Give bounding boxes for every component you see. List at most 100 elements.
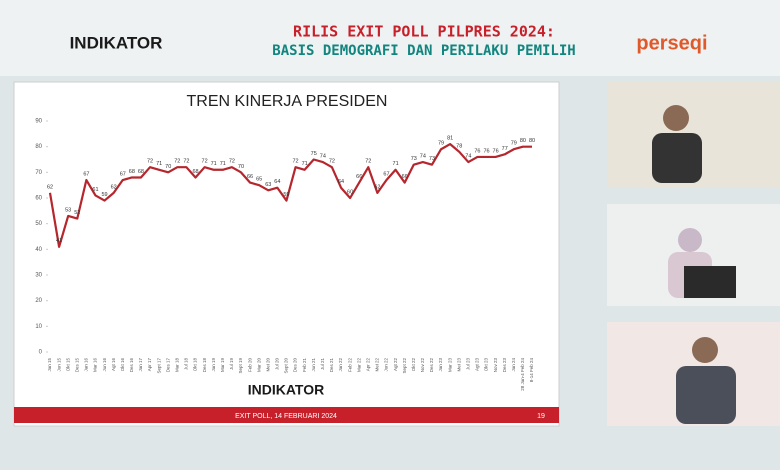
y-tick-label: 60: [35, 196, 42, 202]
x-tick-label: Jun 22: [384, 358, 389, 372]
x-tick-label: Okt 22: [411, 358, 416, 372]
person: [676, 366, 736, 424]
data-label: 63: [265, 182, 271, 188]
data-label: 53: [65, 207, 71, 213]
x-tick-label: Apr 22: [365, 358, 370, 372]
person: [663, 105, 689, 131]
x-tick-label: Jan 19: [211, 358, 216, 372]
data-label: 65: [256, 177, 262, 183]
y-tick-label: 30: [35, 273, 42, 279]
logo-left: INDIKATOR: [70, 33, 163, 52]
x-tick-label: Des 18: [202, 358, 207, 373]
data-label: 64: [274, 179, 280, 185]
data-label: 59: [102, 192, 108, 198]
x-tick-label: Sept 20: [284, 358, 289, 374]
x-tick-label: Des 15: [74, 358, 79, 373]
x-tick-label: Jan 24: [511, 358, 516, 372]
header-subtitle: BASIS DEMOGRAFI DAN PERILAKU PEMILIH: [272, 43, 575, 59]
x-tick-label: Jul 19: [229, 358, 234, 371]
data-label: 71: [156, 161, 162, 167]
data-label: 72: [365, 159, 371, 165]
data-label: 64: [338, 179, 344, 185]
data-label: 68: [129, 169, 135, 175]
data-label: 80: [520, 138, 526, 144]
data-label: 52: [74, 210, 80, 216]
data-label: 72: [329, 159, 335, 165]
x-tick-label: Agt 23: [475, 358, 480, 372]
x-tick-label: Okt 18: [193, 358, 198, 372]
y-tick-label: 90: [35, 119, 42, 125]
data-label: 80: [529, 138, 535, 144]
x-tick-label: Sept 17: [156, 358, 161, 374]
data-label: 71: [393, 161, 399, 167]
data-label: 71: [220, 161, 226, 167]
data-label: 66: [402, 174, 408, 180]
x-tick-label: Jul 23: [466, 358, 471, 371]
logo-right: perseqi: [636, 32, 707, 54]
laptop: [684, 266, 736, 298]
x-tick-label: Des 23: [502, 358, 507, 373]
data-label: 74: [465, 154, 471, 160]
data-label: 67: [383, 171, 389, 177]
x-tick-label: Mar 16: [93, 358, 98, 373]
x-tick-label: Jun 16: [102, 358, 107, 372]
y-tick-label: 70: [35, 170, 42, 176]
x-tick-label: Okt 23: [484, 358, 489, 372]
y-tick-label: 0: [39, 350, 43, 356]
x-tick-label: Jan 15: [47, 358, 52, 372]
data-label: 81: [447, 136, 453, 142]
page-number: 19: [537, 413, 545, 420]
person: [692, 337, 718, 363]
footer-bar: [14, 407, 559, 423]
data-label: 62: [47, 184, 53, 190]
slide: [13, 81, 560, 427]
slide-logo: INDIKATOR: [248, 382, 324, 398]
x-tick-label: Agt 22: [393, 358, 398, 372]
data-label: 72: [174, 159, 180, 165]
data-label: 68: [138, 169, 144, 175]
x-tick-label: Jun 15: [56, 358, 61, 372]
header-bar: [0, 0, 780, 76]
header-title: RILIS EXIT POLL PILPRES 2024:: [293, 23, 555, 41]
x-tick-label: Feb 22: [347, 358, 352, 373]
data-label: 72: [183, 159, 189, 165]
y-tick-label: 50: [35, 221, 42, 227]
x-tick-label: 8-14 Feb 24: [529, 358, 534, 383]
data-label: 62: [111, 184, 117, 190]
data-label: 72: [202, 159, 208, 165]
chart-title: TREN KINERJA PRESIDEN: [187, 93, 388, 110]
x-tick-label: Jan 23: [438, 358, 443, 372]
data-label: 74: [320, 154, 326, 160]
data-label: 73: [411, 156, 417, 162]
x-tick-label: Des 16: [129, 358, 134, 373]
x-tick-label: Okt 16: [120, 358, 125, 372]
x-tick-label: Agt 16: [111, 358, 116, 372]
data-label: 72: [292, 159, 298, 165]
x-tick-label: Jan 17: [138, 358, 143, 372]
data-label: 66: [247, 174, 253, 180]
data-label: 72: [147, 159, 153, 165]
data-label: 71: [211, 161, 217, 167]
video-panels: [607, 82, 780, 426]
x-tick-label: Jul 20: [275, 358, 280, 371]
y-tick-label: 80: [35, 144, 42, 150]
data-label: 76: [483, 148, 489, 154]
y-tick-label: 20: [35, 298, 42, 304]
data-label: 41: [56, 238, 62, 244]
x-tick-label: Des 17: [165, 358, 170, 373]
data-label: 77: [502, 146, 508, 152]
data-label: 68: [192, 169, 198, 175]
x-tick-label: Feb 21: [302, 358, 307, 373]
x-tick-label: Apr 17: [147, 358, 152, 372]
data-label: 78: [456, 143, 462, 149]
x-tick-label: Sept 22: [402, 358, 407, 374]
x-tick-label: Mar 19: [220, 358, 225, 373]
x-tick-label: Sept 19: [238, 358, 243, 374]
x-tick-label: Mar 18: [175, 358, 180, 373]
x-tick-label: Nov 22: [420, 358, 425, 373]
data-label: 70: [165, 164, 171, 170]
data-label: 59: [283, 192, 289, 198]
y-tick-label: 40: [35, 247, 42, 253]
data-label: 76: [493, 148, 499, 154]
